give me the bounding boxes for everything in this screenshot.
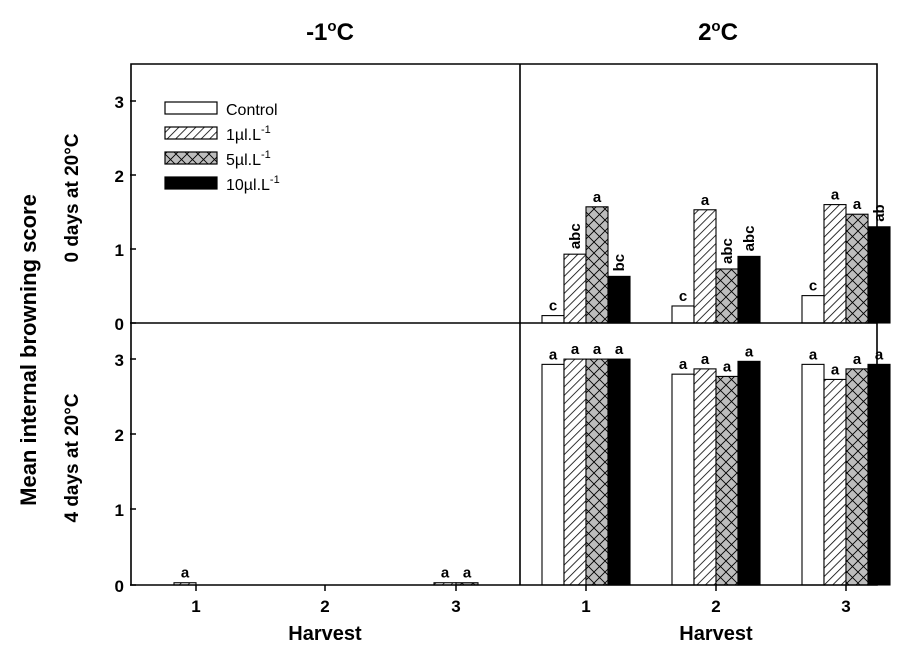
legend-swatch-10ul (164, 176, 218, 190)
significance-label: abc (741, 226, 758, 252)
significance-label: bc (611, 254, 628, 272)
bar (801, 363, 825, 586)
significance-label: a (723, 358, 732, 375)
y-tick-label: 1 (115, 241, 124, 260)
significance-label: a (441, 565, 450, 582)
y-tick-label: 0 (115, 315, 124, 334)
legend-label-control: Control (226, 102, 278, 119)
x-tick-label: 1 (581, 597, 590, 616)
x-tick-label: 2 (711, 597, 720, 616)
y-tick-label: 3 (115, 93, 124, 112)
significance-label: c (549, 298, 557, 315)
x-axis-label-right: Harvest (679, 623, 753, 645)
bar (823, 378, 847, 586)
x-ticks: 1 2 3 1 2 3 (191, 585, 851, 616)
legend-swatch-1ul (164, 126, 218, 140)
significance-label: a (593, 189, 602, 206)
significance-label: c (679, 288, 687, 305)
bar (671, 305, 695, 324)
significance-label: a (809, 346, 818, 363)
bar (845, 213, 869, 324)
bar (845, 368, 869, 586)
significance-label: a (181, 565, 190, 582)
significance-label: a (549, 346, 558, 363)
bar (541, 315, 565, 324)
significance-label: a (831, 361, 840, 378)
bar (541, 363, 565, 586)
bar (715, 268, 739, 324)
x-tick-label: 1 (191, 597, 200, 616)
significance-label: a (615, 341, 624, 358)
bar (693, 368, 717, 586)
bar (737, 360, 761, 586)
y-tick-label: 3 (115, 351, 124, 370)
significance-label: a (701, 192, 710, 209)
bar (563, 358, 587, 586)
significance-label: a (853, 196, 862, 213)
significance-label: c (809, 278, 817, 295)
legend-label-5ul: 5µl.L-1 (226, 149, 271, 169)
significance-label: abc (719, 238, 736, 264)
legend: Control 1µl.L-1 5µl.L-1 10µl.L-1 (164, 101, 280, 194)
row-title-top: 0 days at 20°C (62, 133, 83, 262)
y-axis-label: Mean internal browning score (16, 194, 41, 506)
x-axis-label-left: Harvest (288, 623, 362, 645)
column-title-right: 2oC (698, 18, 738, 46)
bar (671, 373, 695, 586)
bar (607, 358, 631, 586)
significance-label: a (701, 351, 710, 368)
significance-label: a (679, 356, 688, 373)
y-tick-label: 0 (115, 577, 124, 596)
legend-label-10ul: 10µl.L-1 (226, 174, 280, 194)
bar (607, 275, 631, 324)
significance-label: a (593, 341, 602, 358)
y-tick-label: 1 (115, 501, 124, 520)
significance-label: a (831, 187, 840, 204)
x-tick-label: 3 (841, 597, 850, 616)
significance-label: a (875, 346, 884, 363)
bar (801, 295, 825, 324)
x-tick-label: 2 (320, 597, 329, 616)
legend-swatch-control (164, 101, 218, 115)
bar (693, 209, 717, 324)
x-tick-marks (195, 585, 847, 591)
y-tick-label: 2 (115, 426, 124, 445)
bar (585, 206, 609, 324)
bar (737, 255, 761, 324)
legend-label-1ul: 1µl.L-1 (226, 124, 271, 144)
significance-label: ab (871, 204, 888, 222)
bar (867, 363, 891, 586)
y-tick-label: 2 (115, 167, 124, 186)
bar (563, 253, 587, 324)
row-title-bottom: 4 days at 20°C (62, 393, 83, 522)
significance-label: a (571, 341, 580, 358)
bar (585, 358, 609, 586)
significance-label: a (745, 343, 754, 360)
bar (715, 375, 739, 586)
significance-label: a (853, 351, 862, 368)
bar (867, 226, 891, 324)
x-tick-label: 3 (451, 597, 460, 616)
panel-frame (130, 63, 878, 586)
significance-label: abc (567, 223, 584, 249)
bar (823, 204, 847, 324)
significance-label: a (463, 565, 472, 582)
y-ticks: 3 2 1 0 3 2 1 0 (115, 93, 136, 596)
column-title-left: -1oC (306, 18, 354, 46)
legend-swatch-5ul (164, 151, 218, 165)
